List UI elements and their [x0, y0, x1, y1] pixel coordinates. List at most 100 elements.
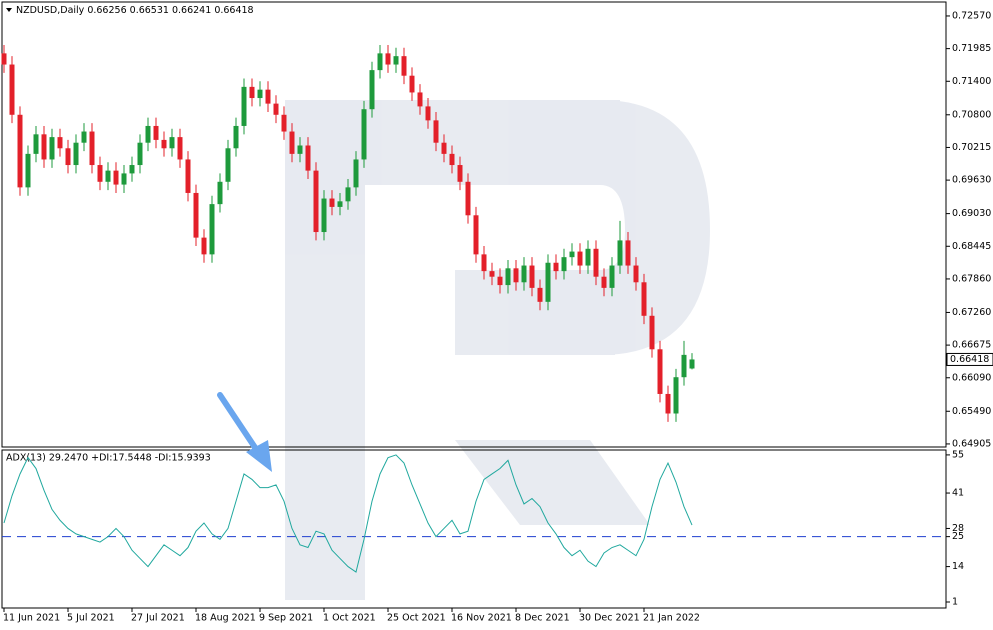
y-tick-label: 14 [952, 561, 964, 572]
candle-body [113, 170, 119, 185]
candle-body [337, 201, 343, 207]
candle-body [345, 187, 351, 202]
collapse-icon[interactable] [6, 8, 12, 12]
indicator-line [3, 454, 693, 573]
candle-body [321, 198, 327, 233]
candle-body [65, 148, 71, 166]
candle-body [97, 165, 103, 182]
y-tick-label: 41 [952, 488, 964, 499]
candle-body [265, 89, 271, 104]
candle-body [9, 64, 15, 115]
candle-body [281, 114, 287, 132]
candle-body [57, 137, 63, 149]
candle-body [33, 134, 39, 154]
candle-body [225, 148, 231, 182]
candle-body [81, 131, 87, 143]
last-price-box [946, 352, 993, 366]
y-tick-label: 0.67860 [952, 273, 991, 284]
candle-body [433, 120, 439, 143]
candle-body [385, 53, 391, 65]
candle-body [673, 377, 679, 414]
candle-body [121, 173, 127, 185]
x-tick-label: 16 Nov 2021 [451, 613, 512, 624]
candle-body [185, 159, 191, 193]
candle-body [593, 248, 599, 277]
candle-body [465, 181, 471, 216]
candle-body [353, 159, 359, 188]
candle-body [521, 265, 527, 283]
candle-body [577, 251, 583, 266]
y-tick-label: 55 [952, 449, 964, 460]
candle-body [153, 125, 159, 140]
candle-body [649, 315, 655, 350]
y-tick-label: 0.69630 [952, 175, 991, 186]
y-tick-label: 25 [952, 531, 964, 542]
candle-body [449, 153, 455, 166]
candle-body [417, 92, 423, 107]
candle-body [241, 86, 247, 126]
x-tick-label: 5 Jul 2021 [67, 613, 115, 624]
open-value: 0.66256 [87, 5, 126, 16]
symbol-label: NZDUSD,Daily [16, 5, 85, 16]
candle-body [73, 142, 79, 166]
candle-body [329, 198, 335, 207]
candle-body [105, 170, 111, 182]
candle-body [689, 359, 695, 369]
y-tick-label: 0.67260 [952, 307, 991, 318]
candle-body [569, 251, 575, 258]
candle-body [369, 70, 375, 110]
candle-body [169, 137, 175, 149]
candle-body [617, 240, 623, 266]
candle-body [513, 268, 519, 283]
y-tick-label: 0.71985 [952, 43, 991, 54]
x-tick-label: 27 Jul 2021 [131, 613, 185, 624]
candle-body [249, 86, 255, 99]
x-tick-label: 1 Oct 2021 [323, 613, 376, 624]
y-tick-label: 28 [952, 523, 964, 534]
candle-body [145, 125, 151, 143]
candle-body [25, 153, 31, 188]
candle-body [665, 393, 671, 414]
candle-body [553, 262, 559, 272]
candle-body [441, 142, 447, 154]
candle-body [481, 254, 487, 272]
candle-body [561, 257, 567, 272]
candle-body [489, 271, 495, 277]
candle-body [305, 145, 311, 171]
y-tick-label: 0.71400 [952, 76, 991, 87]
candle-body [17, 114, 23, 188]
x-tick-label: 18 Aug 2021 [195, 613, 256, 624]
candle-body [49, 137, 55, 160]
price-panel-frame [1, 1, 947, 448]
candle-body [497, 276, 503, 286]
candle-body [545, 262, 551, 302]
candle-body [425, 106, 431, 121]
candle-body [1, 53, 7, 65]
candle-body [257, 89, 263, 99]
candle-body [377, 53, 383, 71]
candle-body [297, 145, 303, 154]
candle-body [137, 142, 143, 166]
candle-body [585, 248, 591, 266]
x-tick-label: 9 Sep 2021 [259, 613, 313, 624]
y-tick-label: 0.64905 [952, 438, 991, 449]
y-tick-label: 1 [952, 597, 958, 608]
x-tick-label: 11 Jun 2021 [3, 613, 60, 624]
x-tick-label: 25 Oct 2021 [387, 613, 446, 624]
y-tick-label: 0.70215 [952, 142, 991, 153]
close-value: 0.66418 [214, 5, 253, 16]
candle-body [529, 265, 535, 288]
y-tick-label: 0.66675 [952, 340, 991, 351]
candle-body [505, 268, 511, 286]
candle-body [457, 165, 463, 182]
last-price-label: 0.66418 [950, 354, 989, 365]
candle-body [473, 215, 479, 255]
candle-body [633, 265, 639, 283]
x-tick-label: 8 Dec 2021 [515, 613, 570, 624]
y-tick-label: 0.68445 [952, 241, 991, 252]
y-tick-label: 0.72570 [952, 10, 991, 21]
y-tick-label: 0.66090 [952, 372, 991, 383]
candle-body [681, 354, 687, 378]
price-header: NZDUSD,Daily 0.66256 0.66531 0.66241 0.6… [16, 5, 254, 16]
